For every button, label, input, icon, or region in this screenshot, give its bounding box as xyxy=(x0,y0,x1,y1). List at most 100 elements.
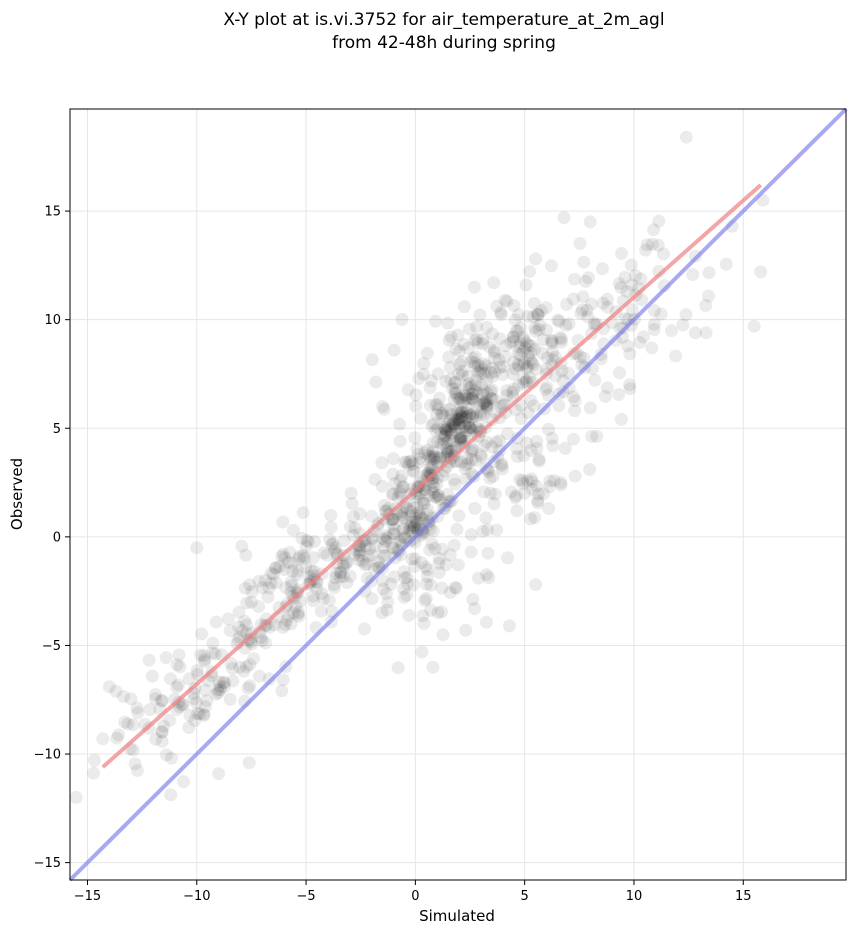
data-point xyxy=(652,214,666,228)
data-point xyxy=(483,486,497,500)
data-point xyxy=(419,560,433,574)
data-point xyxy=(240,596,254,610)
data-point xyxy=(501,551,515,565)
data-point xyxy=(322,593,336,607)
data-point xyxy=(88,753,101,767)
data-point xyxy=(424,578,438,592)
data-point xyxy=(454,391,468,405)
data-point xyxy=(241,681,255,695)
data-point xyxy=(537,487,551,501)
data-point xyxy=(508,362,522,376)
data-point xyxy=(238,614,252,628)
data-point xyxy=(507,355,521,369)
data-point xyxy=(411,524,425,538)
data-point xyxy=(483,471,497,485)
data-point xyxy=(444,428,458,441)
data-point xyxy=(623,347,637,361)
data-point xyxy=(500,384,514,398)
data-point xyxy=(536,333,550,347)
data-point xyxy=(480,320,494,334)
data-point xyxy=(476,387,490,401)
data-point xyxy=(486,469,500,483)
data-point xyxy=(473,308,487,322)
data-point xyxy=(596,296,610,310)
data-point xyxy=(546,352,560,366)
data-point xyxy=(554,335,568,349)
data-point xyxy=(378,549,392,563)
identity-line xyxy=(68,107,848,882)
data-point xyxy=(187,692,201,706)
data-point xyxy=(433,451,447,465)
data-point xyxy=(110,731,124,745)
data-point xyxy=(454,421,467,435)
data-point xyxy=(455,430,469,444)
data-point xyxy=(520,436,534,450)
data-point xyxy=(539,301,553,315)
data-point xyxy=(513,348,527,362)
data-point xyxy=(437,409,450,423)
data-point xyxy=(438,429,452,443)
data-point xyxy=(424,461,437,475)
data-point xyxy=(518,356,531,370)
data-point xyxy=(623,382,637,396)
data-point xyxy=(583,215,597,229)
data-point xyxy=(609,334,623,348)
data-point xyxy=(654,307,668,321)
data-point xyxy=(426,660,440,674)
data-point xyxy=(460,451,474,465)
data-point xyxy=(454,411,468,425)
data-point xyxy=(416,474,429,488)
data-point xyxy=(449,423,463,437)
data-point xyxy=(435,406,449,420)
data-point xyxy=(212,675,226,689)
data-point xyxy=(324,520,338,534)
data-point xyxy=(507,382,521,396)
data-point xyxy=(421,443,434,457)
data-point xyxy=(424,374,438,388)
data-point xyxy=(518,486,532,500)
data-point xyxy=(417,496,430,510)
data-point xyxy=(506,330,520,344)
data-point xyxy=(530,434,544,448)
data-point xyxy=(391,661,405,675)
data-point xyxy=(448,386,462,400)
data-point xyxy=(547,474,561,488)
data-point xyxy=(522,338,536,352)
data-point xyxy=(431,489,445,503)
data-point xyxy=(198,683,212,697)
data-point xyxy=(702,266,716,280)
data-point xyxy=(600,292,614,306)
data-point xyxy=(524,512,538,526)
data-point xyxy=(645,341,659,355)
data-point xyxy=(306,594,320,608)
data-point xyxy=(464,355,478,368)
data-point xyxy=(487,345,501,359)
data-point xyxy=(482,340,496,354)
data-point xyxy=(574,306,588,320)
data-point xyxy=(275,684,289,698)
data-point xyxy=(367,524,381,537)
data-point xyxy=(172,678,185,692)
data-point xyxy=(477,384,491,398)
data-point xyxy=(562,366,575,380)
data-point xyxy=(484,366,498,380)
data-point xyxy=(459,458,473,472)
data-point xyxy=(197,708,211,722)
data-point xyxy=(532,307,545,321)
data-point xyxy=(356,554,370,568)
data-point xyxy=(471,386,484,399)
data-point xyxy=(429,490,443,504)
data-point xyxy=(410,500,424,514)
data-point xyxy=(290,568,304,582)
data-point xyxy=(299,560,313,574)
data-point xyxy=(446,413,460,426)
data-point xyxy=(442,350,456,364)
data-point xyxy=(316,592,330,606)
data-point xyxy=(512,308,525,322)
data-point xyxy=(417,616,431,630)
data-point xyxy=(482,571,496,585)
data-point xyxy=(427,452,441,466)
data-point xyxy=(460,424,474,438)
data-point xyxy=(276,673,290,687)
data-point xyxy=(258,573,272,587)
